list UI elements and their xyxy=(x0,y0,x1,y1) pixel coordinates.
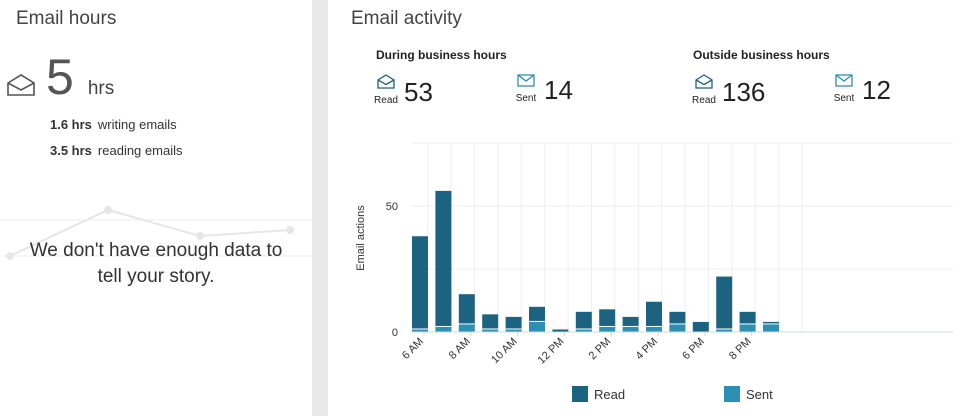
bar-read[interactable] xyxy=(552,329,569,332)
bar-read[interactable] xyxy=(529,306,545,321)
bar-read[interactable] xyxy=(575,311,592,329)
chart-x-tick-label: 8 AM xyxy=(447,336,473,362)
legend-read[interactable]: Read xyxy=(572,386,625,402)
envelope-icon xyxy=(835,74,853,92)
bar-sent[interactable] xyxy=(622,326,639,332)
email-activity-title: Email activity xyxy=(351,8,462,29)
legend-sent-label: Sent xyxy=(746,386,773,402)
bar-read[interactable] xyxy=(599,309,616,326)
bar-sent[interactable] xyxy=(763,324,779,332)
bar-read[interactable] xyxy=(692,321,709,332)
bar-sent[interactable] xyxy=(716,329,733,332)
outside-read-value: 136 xyxy=(722,77,766,107)
chart-y-tick-label: 50 xyxy=(386,201,398,213)
legend-sent[interactable]: Sent xyxy=(724,386,773,402)
during-read-label: Read xyxy=(374,95,398,106)
bar-read[interactable] xyxy=(622,316,639,326)
during-read-value: 53 xyxy=(404,77,433,107)
bar-sent[interactable] xyxy=(458,324,475,332)
during-sent-metric: Sent 14 xyxy=(514,74,573,104)
during-read-metric: Read 53 xyxy=(374,74,433,106)
outside-sent-label: Sent xyxy=(833,93,855,104)
email-hours-value: 5 xyxy=(46,49,74,105)
envelope-open-icon xyxy=(377,74,395,94)
envelope-open-icon xyxy=(6,73,36,102)
outside-sent-value: 12 xyxy=(862,75,891,105)
legend-sent-swatch xyxy=(724,386,740,402)
reading-hours-value: 3.5 hrs xyxy=(50,143,92,158)
during-sent-label: Sent xyxy=(515,93,537,104)
outside-read-label: Read xyxy=(692,95,716,106)
bar-read[interactable] xyxy=(482,314,499,329)
bar-read[interactable] xyxy=(458,294,475,324)
chart-x-tick-label: 12 PM xyxy=(536,336,567,367)
chart-x-tick-label: 2 PM xyxy=(587,336,614,363)
email-hours-total: 5 hrs xyxy=(6,52,114,102)
bar-sent[interactable] xyxy=(505,329,522,332)
bar-read[interactable] xyxy=(435,190,452,326)
outside-read-metric: Read 136 xyxy=(692,74,765,106)
outside-business-hours-title: Outside business hours xyxy=(693,48,830,62)
bar-sent[interactable] xyxy=(412,329,428,332)
chart-y-axis-label: Email actions xyxy=(355,205,367,271)
chart-y-tick-label: 0 xyxy=(392,327,398,339)
legend-read-swatch xyxy=(572,386,588,402)
chart-gridlines xyxy=(412,142,953,332)
bar-read[interactable] xyxy=(716,276,733,329)
legend-read-label: Read xyxy=(594,386,626,402)
envelope-open-icon xyxy=(695,74,713,94)
chart-x-tick-label: 10 AM xyxy=(489,336,520,367)
bar-sent[interactable] xyxy=(575,329,592,332)
chart-bars xyxy=(412,190,779,332)
bar-sent[interactable] xyxy=(669,324,686,332)
bar-sent[interactable] xyxy=(739,324,756,332)
chart-x-tick-label: 4 PM xyxy=(633,336,660,363)
email-hours-unit: hrs xyxy=(87,78,115,99)
email-activity-panel: Email activity During business hours Out… xyxy=(328,0,953,416)
email-activity-chart: 0 50 Email actions 6 AM 8 AM 10 AM 12 PM 2 PM… xyxy=(355,142,953,367)
bar-sent[interactable] xyxy=(529,321,545,332)
bar-read[interactable] xyxy=(646,301,662,326)
writing-stat: 1.6 hrs writing emails xyxy=(50,117,177,132)
chart-y-ticks: 0 50 xyxy=(386,201,398,339)
bar-read[interactable] xyxy=(669,311,686,324)
bar-sent[interactable] xyxy=(435,326,452,332)
bar-read[interactable] xyxy=(763,321,779,324)
no-data-line-1: We don't have enough data to xyxy=(29,240,283,261)
chart-x-tick-label: 6 PM xyxy=(680,336,707,363)
email-hours-title: Email hours xyxy=(16,8,117,29)
writing-hours-label: writing emails xyxy=(97,117,177,132)
reading-hours-label: reading emails xyxy=(97,143,183,158)
bar-read[interactable] xyxy=(739,311,756,324)
no-data-message: We don't have enough data to tell your s… xyxy=(0,238,312,290)
bar-read[interactable] xyxy=(505,316,522,329)
chart-x-tick-label: 6 AM xyxy=(400,336,426,362)
chart-x-tick-label: 8 PM xyxy=(727,336,754,363)
envelope-icon xyxy=(517,74,535,92)
bar-sent[interactable] xyxy=(646,326,662,332)
placeholder-trend-graphic xyxy=(0,206,312,260)
email-hours-panel: Email hours 5 hrs 1.6 hrs writing emails … xyxy=(0,0,312,416)
bar-sent[interactable] xyxy=(482,329,499,332)
bar-read[interactable] xyxy=(412,236,428,329)
no-data-line-2: tell your story. xyxy=(97,266,215,287)
reading-stat: 3.5 hrs reading emails xyxy=(50,143,182,158)
panel-divider xyxy=(312,0,328,416)
during-sent-value: 14 xyxy=(544,75,573,105)
writing-hours-value: 1.6 hrs xyxy=(50,117,92,132)
during-business-hours-title: During business hours xyxy=(376,48,507,62)
bar-sent[interactable] xyxy=(599,326,616,332)
chart-x-ticks: 6 AM 8 AM 10 AM 12 PM 2 PM 4 PM 6 PM 8 PM xyxy=(400,332,754,367)
outside-sent-metric: Sent 12 xyxy=(832,74,891,104)
